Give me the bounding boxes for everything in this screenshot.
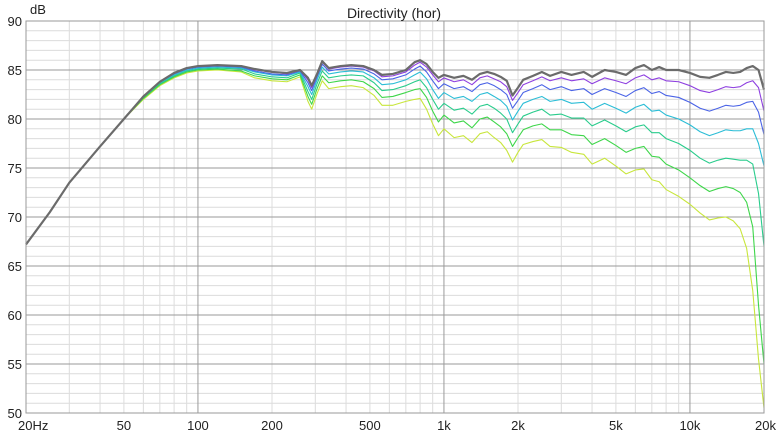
x-tick-label: 1k bbox=[437, 418, 451, 433]
chart-title: Directivity (hor) bbox=[347, 5, 441, 21]
x-tick-label: 100 bbox=[187, 418, 209, 433]
y-axis-tick-labels: 50 55 60 65 70 75 80 85 90 bbox=[8, 14, 22, 421]
y-tick-label: 60 bbox=[8, 308, 22, 323]
y-tick-label: 75 bbox=[8, 161, 22, 176]
y-tick-label: 80 bbox=[8, 112, 22, 127]
series-line-6 bbox=[25, 68, 765, 365]
x-tick-label: 2k bbox=[511, 418, 525, 433]
series-line-3 bbox=[25, 63, 765, 245]
series-line-4 bbox=[25, 66, 765, 245]
series-line-1 bbox=[25, 59, 766, 246]
series-layer bbox=[25, 59, 766, 409]
x-tick-label: 20k bbox=[755, 418, 776, 433]
x-tick-label: 50 bbox=[117, 418, 131, 433]
x-tick-label: 200 bbox=[261, 418, 283, 433]
y-tick-label: 70 bbox=[8, 210, 22, 225]
y-tick-label: 65 bbox=[8, 259, 22, 274]
x-tick-label: 10k bbox=[679, 418, 700, 433]
x-tick-label: 500 bbox=[359, 418, 381, 433]
y-tick-label: 90 bbox=[8, 14, 22, 29]
x-tick-label: 5k bbox=[609, 418, 623, 433]
x-axis-tick-labels: 20Hz 50 100 200 500 1k 2k 5k 10k 20k bbox=[18, 418, 776, 433]
y-axis-unit-label: dB bbox=[30, 2, 46, 17]
y-tick-label: 55 bbox=[8, 357, 22, 372]
y-tick-label: 85 bbox=[8, 63, 22, 78]
series-line-5 bbox=[25, 67, 765, 247]
series-line-7 bbox=[25, 69, 765, 409]
x-tick-label: 20Hz bbox=[18, 418, 48, 433]
plot-frame bbox=[25, 20, 765, 414]
y-tick-label: 50 bbox=[8, 406, 22, 421]
